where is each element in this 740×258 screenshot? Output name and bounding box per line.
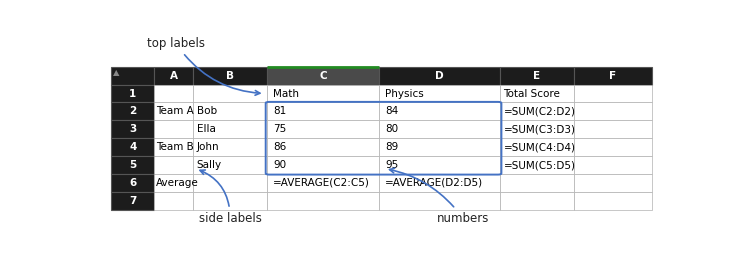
Text: C: C [320, 71, 327, 81]
Bar [193, 138, 267, 156]
Bar [193, 85, 267, 102]
Bar [574, 120, 652, 138]
Bar [574, 192, 652, 210]
Bar [267, 192, 380, 210]
Bar [267, 67, 380, 85]
Bar [500, 192, 574, 210]
Bar [155, 85, 193, 102]
Bar [380, 102, 500, 120]
Bar [380, 85, 500, 102]
Text: 6: 6 [130, 178, 137, 188]
Text: D: D [435, 71, 444, 81]
Bar [155, 138, 193, 156]
Bar [380, 120, 500, 138]
Bar [155, 102, 193, 120]
Bar [112, 138, 155, 156]
Bar [112, 174, 155, 192]
Text: Bob: Bob [197, 106, 217, 116]
Text: 95: 95 [386, 160, 399, 170]
Bar [574, 156, 652, 174]
Text: 1: 1 [130, 88, 137, 99]
Text: =AVERAGE(D2:D5): =AVERAGE(D2:D5) [386, 178, 483, 188]
Text: 4: 4 [130, 142, 137, 152]
Text: 2: 2 [130, 106, 137, 116]
Bar [112, 156, 155, 174]
Bar [500, 102, 574, 120]
Bar [574, 138, 652, 156]
Text: 7: 7 [130, 196, 137, 206]
Bar [267, 138, 380, 156]
Text: side labels: side labels [198, 170, 261, 225]
Text: =AVERAGE(C2:C5): =AVERAGE(C2:C5) [273, 178, 370, 188]
Bar [267, 102, 380, 120]
Text: Team B: Team B [156, 142, 194, 152]
Text: =SUM(C4:D4): =SUM(C4:D4) [503, 142, 576, 152]
Bar [193, 102, 267, 120]
Text: Ella: Ella [197, 124, 215, 134]
Bar [112, 192, 155, 210]
Text: numbers: numbers [389, 168, 489, 225]
Bar [380, 67, 500, 85]
Bar [500, 120, 574, 138]
Bar [193, 156, 267, 174]
Bar [112, 67, 155, 85]
Text: Math: Math [273, 88, 299, 99]
Bar [267, 85, 380, 102]
Bar [380, 156, 500, 174]
Text: Sally: Sally [197, 160, 222, 170]
Bar [574, 102, 652, 120]
Text: F: F [609, 71, 616, 81]
Text: =SUM(C3:D3): =SUM(C3:D3) [503, 124, 576, 134]
Text: 86: 86 [273, 142, 286, 152]
Text: top labels: top labels [147, 37, 260, 95]
Bar [380, 174, 500, 192]
Text: 3: 3 [130, 124, 137, 134]
Bar [267, 174, 380, 192]
Bar [155, 192, 193, 210]
Text: 89: 89 [386, 142, 399, 152]
Text: 75: 75 [273, 124, 286, 134]
Bar [267, 120, 380, 138]
Text: Team A: Team A [156, 106, 194, 116]
Text: Total Score: Total Score [503, 88, 560, 99]
Bar [500, 85, 574, 102]
Text: John: John [197, 142, 219, 152]
Bar [193, 120, 267, 138]
Text: Average: Average [156, 178, 199, 188]
Text: 80: 80 [386, 124, 398, 134]
Text: ▲: ▲ [112, 68, 119, 77]
Bar [193, 174, 267, 192]
Bar [155, 156, 193, 174]
Bar [112, 120, 155, 138]
Bar [574, 67, 652, 85]
Bar [193, 192, 267, 210]
Text: 5: 5 [130, 160, 137, 170]
Bar [155, 120, 193, 138]
Text: E: E [534, 71, 540, 81]
Bar [155, 67, 193, 85]
Bar [500, 156, 574, 174]
Text: Physics: Physics [386, 88, 424, 99]
Bar [380, 192, 500, 210]
Bar [380, 138, 500, 156]
Bar [112, 85, 155, 102]
Bar [193, 67, 267, 85]
Bar [267, 156, 380, 174]
Bar [500, 138, 574, 156]
Bar [155, 174, 193, 192]
Text: A: A [169, 71, 178, 81]
Bar [500, 174, 574, 192]
Text: 81: 81 [273, 106, 286, 116]
Bar [112, 102, 155, 120]
Bar [574, 85, 652, 102]
Bar [574, 174, 652, 192]
Text: 84: 84 [386, 106, 399, 116]
Text: B: B [226, 71, 234, 81]
Bar [500, 67, 574, 85]
Text: =SUM(C2:D2): =SUM(C2:D2) [503, 106, 576, 116]
Text: =SUM(C5:D5): =SUM(C5:D5) [503, 160, 576, 170]
Text: 90: 90 [273, 160, 286, 170]
